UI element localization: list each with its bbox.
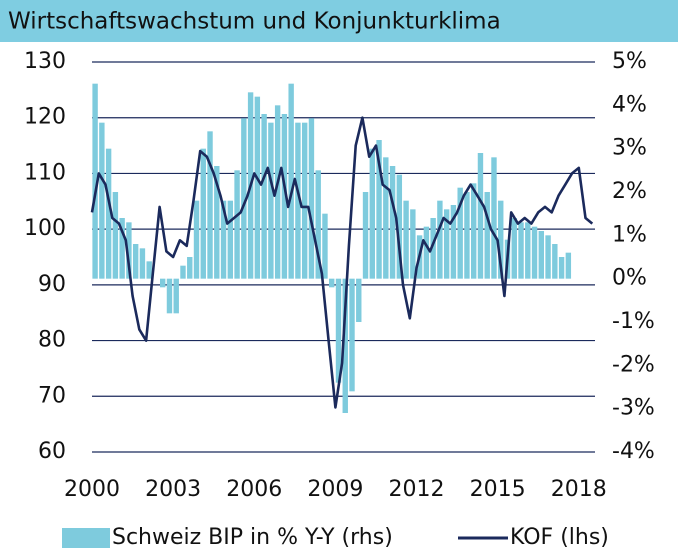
title-bar: [0, 0, 678, 42]
bar: [139, 248, 146, 279]
bar: [112, 192, 119, 279]
x-tick-label: 2009: [307, 477, 363, 502]
bar: [491, 157, 497, 279]
bar: [241, 118, 247, 279]
legend-swatch: [62, 528, 110, 548]
x-tick-label: 2000: [64, 477, 120, 502]
bar: [558, 257, 565, 279]
bar: [443, 209, 450, 279]
y2-tick-label: 3%: [612, 136, 647, 161]
bar: [538, 231, 545, 279]
x-tick-label: 2003: [145, 477, 201, 502]
bar: [308, 118, 315, 279]
bar: [552, 244, 558, 279]
y2-tick-label: 2%: [612, 179, 647, 204]
bar: [227, 200, 234, 279]
bar: [322, 213, 328, 279]
y2-tick-label: -3%: [612, 396, 655, 421]
bar: [518, 222, 524, 279]
bar: [207, 131, 213, 279]
bar: [193, 200, 200, 279]
bar: [525, 222, 531, 279]
y-tick-label: 130: [24, 49, 66, 74]
bar: [315, 170, 321, 279]
bar: [268, 122, 274, 279]
bar: [234, 170, 240, 279]
bar: [376, 140, 382, 279]
bar: [362, 192, 369, 279]
bar: [214, 166, 220, 279]
bar: [356, 278, 362, 322]
y2-tick-label: -2%: [612, 352, 655, 377]
y-tick-label: 70: [38, 383, 66, 408]
chart-title: Wirtschaftswachstum und Konjunkturklima: [8, 9, 501, 35]
bar: [403, 200, 409, 279]
bar: [471, 183, 477, 279]
bar: [437, 200, 443, 279]
bar: [92, 83, 98, 279]
y2-tick-label: -4%: [612, 439, 655, 464]
bar: [254, 96, 261, 279]
bar: [423, 226, 430, 279]
bar: [457, 187, 463, 279]
line: [90, 116, 594, 409]
bar: [430, 218, 436, 279]
bar: [99, 122, 105, 279]
y2-tick-label: 4%: [612, 92, 647, 117]
bar: [545, 235, 551, 279]
bar: [295, 122, 301, 279]
bar: [383, 157, 389, 279]
y-tick-label: 80: [38, 328, 66, 353]
y-tick-label: 120: [24, 105, 66, 130]
legend-label: KOF (lhs): [510, 525, 609, 550]
bar: [126, 222, 132, 279]
bar: [335, 278, 342, 383]
bar: [274, 105, 281, 279]
y2-tick-label: 1%: [612, 222, 647, 247]
bar: [464, 192, 470, 279]
bar: [498, 200, 504, 279]
bar: [565, 252, 572, 279]
x-tick-label: 2018: [551, 477, 607, 502]
bar: [132, 244, 139, 279]
legend-label: Schweiz BIP in % Y-Y (rhs): [112, 525, 393, 550]
bar: [369, 148, 375, 279]
bar: [281, 114, 288, 279]
bar: [261, 114, 267, 279]
y2-tick-label: 0%: [612, 266, 647, 291]
bar: [173, 278, 179, 314]
bar: [180, 265, 186, 279]
bar: [301, 122, 308, 279]
bar: [477, 153, 484, 279]
y-tick-label: 110: [24, 160, 66, 185]
bar: [349, 278, 355, 392]
bar: [200, 148, 206, 279]
bar: [531, 226, 538, 279]
y2-tick-label: -1%: [612, 309, 655, 334]
y2-tick-label: 5%: [612, 49, 647, 74]
y-tick-label: 100: [24, 216, 66, 241]
bar: [105, 148, 112, 279]
bar: [511, 218, 517, 279]
bar: [484, 192, 490, 279]
bar: [166, 278, 173, 314]
bar: [220, 200, 227, 279]
bar: [146, 261, 152, 279]
bar: [329, 278, 335, 288]
x-tick-label: 2006: [226, 477, 282, 502]
bar: [450, 205, 457, 279]
bar: [342, 278, 348, 413]
bar: [119, 218, 125, 279]
y-tick-label: 90: [38, 272, 66, 297]
bar: [187, 257, 193, 279]
x-tick-label: 2012: [389, 477, 445, 502]
y-tick-label: 60: [38, 439, 66, 464]
bar: [288, 83, 294, 279]
bar: [160, 278, 166, 288]
bar: [389, 166, 396, 279]
bar: [396, 174, 403, 279]
x-tick-label: 2015: [470, 477, 526, 502]
bar: [410, 209, 416, 279]
